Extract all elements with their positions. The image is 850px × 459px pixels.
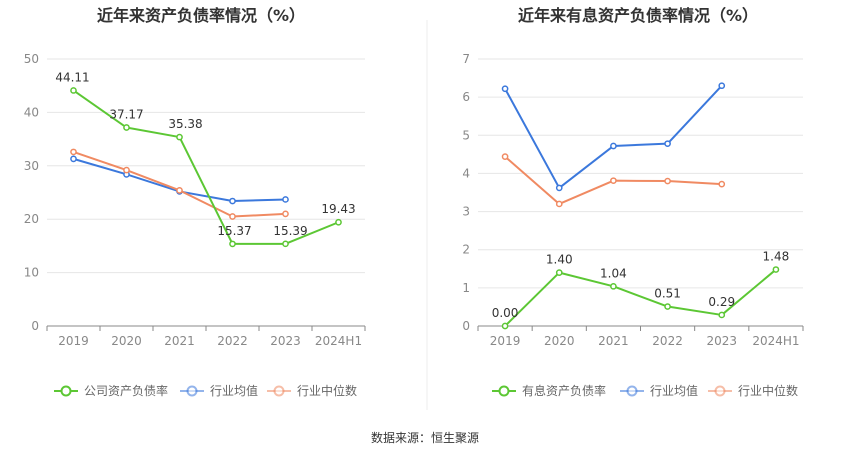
data-point[interactable] <box>501 153 509 160</box>
data-label: 15.39 <box>273 224 307 238</box>
y-tick-label: 40 <box>24 105 39 119</box>
data-label: 1.40 <box>546 253 573 267</box>
data-point[interactable] <box>70 87 77 94</box>
legend-label[interactable]: 行业中位数 <box>738 383 798 398</box>
data-point[interactable] <box>229 213 236 220</box>
data-label: 15.37 <box>217 224 251 238</box>
y-tick-label: 7 <box>462 52 470 66</box>
y-tick-label: 5 <box>462 128 470 142</box>
y-tick-label: 6 <box>462 90 470 104</box>
data-point[interactable] <box>718 180 726 188</box>
series-line <box>504 85 723 189</box>
data-point[interactable] <box>718 82 726 90</box>
data-point[interactable] <box>282 240 289 248</box>
x-tick-label: 2020 <box>111 334 142 348</box>
legend-label[interactable]: 公司资产负债率 <box>84 383 168 398</box>
y-tick-label: 1 <box>462 281 470 295</box>
data-point[interactable] <box>610 282 617 290</box>
legend-swatch-marker[interactable] <box>626 385 638 397</box>
data-label: 44.11 <box>55 70 89 84</box>
data-point[interactable] <box>501 322 509 330</box>
y-tick-label: 20 <box>24 212 39 226</box>
data-point[interactable] <box>123 166 130 174</box>
legend-swatch-marker[interactable] <box>60 385 72 397</box>
legend-swatch-marker[interactable] <box>273 385 285 397</box>
y-tick-label: 50 <box>24 52 39 66</box>
source-note: 数据来源：恒生聚源 <box>371 430 479 445</box>
x-tick-label: 2023 <box>706 334 737 348</box>
x-tick-label: 2023 <box>270 334 301 348</box>
chart-title: 近年来资产负债率情况（%） <box>97 6 305 25</box>
x-tick-label: 2020 <box>544 334 575 348</box>
x-tick-label: 2021 <box>598 334 629 348</box>
data-point[interactable] <box>229 240 236 248</box>
data-label: 1.04 <box>600 266 627 280</box>
data-label: 0.29 <box>708 295 735 309</box>
legend-label[interactable]: 行业均值 <box>650 383 698 398</box>
data-point[interactable] <box>282 196 289 203</box>
x-tick-label: 2024H1 <box>315 334 362 348</box>
y-tick-label: 10 <box>24 266 39 280</box>
chart-title: 近年来有息资产负债率情况（%） <box>518 6 758 25</box>
legend-swatch-marker[interactable] <box>498 385 510 397</box>
x-tick-label: 2019 <box>490 334 521 348</box>
series-line <box>504 268 777 327</box>
legend-swatch-marker[interactable] <box>186 385 198 397</box>
x-tick-label: 2022 <box>217 334 248 348</box>
y-tick-label: 0 <box>462 319 470 333</box>
data-label: 0.51 <box>654 287 681 301</box>
x-tick-label: 2019 <box>58 334 89 348</box>
series-line <box>73 150 286 218</box>
data-point[interactable] <box>70 148 77 156</box>
data-point[interactable] <box>335 218 342 226</box>
data-point[interactable] <box>610 177 617 185</box>
x-tick-label: 2024H1 <box>752 334 799 348</box>
data-point[interactable] <box>664 177 671 185</box>
data-label: 35.38 <box>168 117 202 131</box>
data-point[interactable] <box>555 269 563 276</box>
data-point[interactable] <box>176 133 183 141</box>
data-point[interactable] <box>555 184 563 192</box>
x-tick-label: 2021 <box>164 334 195 348</box>
y-tick-label: 0 <box>31 319 39 333</box>
data-point[interactable] <box>555 200 563 208</box>
data-label: 0.00 <box>492 306 519 320</box>
data-label: 37.17 <box>109 108 143 122</box>
data-point[interactable] <box>718 311 726 319</box>
data-point[interactable] <box>664 140 671 148</box>
y-tick-label: 30 <box>24 159 39 173</box>
data-point[interactable] <box>501 85 509 93</box>
data-point[interactable] <box>229 197 236 205</box>
y-tick-label: 3 <box>462 205 470 219</box>
data-point[interactable] <box>282 210 289 218</box>
data-point[interactable] <box>176 187 183 194</box>
series-line <box>72 89 339 245</box>
legend-label[interactable]: 有息资产负债率 <box>522 383 606 398</box>
data-point[interactable] <box>123 124 130 131</box>
data-point[interactable] <box>70 155 77 163</box>
x-tick-label: 2022 <box>652 334 683 348</box>
data-label: 1.48 <box>763 250 790 264</box>
legend-label[interactable]: 行业中位数 <box>297 383 357 398</box>
data-point[interactable] <box>610 142 617 150</box>
y-tick-label: 4 <box>462 166 470 180</box>
data-point[interactable] <box>772 266 780 273</box>
legend-label[interactable]: 行业均值 <box>210 383 258 398</box>
y-tick-label: 2 <box>462 243 470 257</box>
data-point[interactable] <box>664 303 671 310</box>
data-label: 19.43 <box>321 202 355 216</box>
legend-swatch-marker[interactable] <box>714 385 726 397</box>
